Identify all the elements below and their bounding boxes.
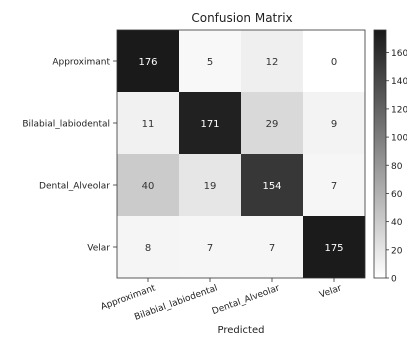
- cell-value-label: 9: [331, 119, 337, 130]
- y-tick-label: Velar: [87, 244, 110, 254]
- heatmap-cell: [303, 154, 365, 216]
- colorbar-tick-label: 20: [391, 246, 403, 256]
- colorbar-tick-label: 40: [391, 218, 403, 228]
- y-tick-label: Bilabial_labiodental: [22, 120, 110, 130]
- colorbar: 0 20 40 60 80 100 120 140 160: [373, 29, 407, 285]
- heatmap-cell: [117, 216, 179, 278]
- cell-value-label: 171: [200, 119, 219, 130]
- cell-value-label: 12: [266, 57, 279, 68]
- heatmap-cell: [241, 216, 303, 278]
- colorbar-tick-label: 60: [391, 190, 403, 200]
- heatmap-cell: [117, 30, 179, 92]
- heatmap-frame: [116, 29, 366, 279]
- cell-value-label: 8: [145, 243, 151, 254]
- colorbar-tick-label: 160: [391, 49, 407, 59]
- cell-value-label: 7: [207, 243, 213, 254]
- heatmap-cell: [241, 154, 303, 216]
- cell-value-label: 5: [207, 57, 213, 68]
- x-axis-label: Predicted: [218, 325, 265, 336]
- heatmap-cell: [179, 154, 241, 216]
- colorbar-tick-label: 140: [391, 77, 407, 87]
- cell-value-label: 7: [269, 243, 275, 254]
- x-tick-label: Velar: [318, 283, 343, 300]
- x-tick-label: Dental_Alveolar: [211, 283, 281, 317]
- cell-value-label: 19: [204, 181, 217, 192]
- heatmap-cell: [179, 30, 241, 92]
- heatmap-cell: [117, 154, 179, 216]
- heatmap-cell-labels: 176 5 12 0 11 171 29 9 40 19 154 7 8 7 7 175: [138, 57, 343, 254]
- heatmap-cell: [303, 92, 365, 154]
- colorbar-tick-label: 120: [391, 105, 407, 115]
- cell-value-label: 40: [142, 181, 155, 192]
- heatmap-cell: [117, 92, 179, 154]
- y-tick-labels: Approximant Bilabial_labiodental Dental_Al…: [22, 58, 117, 254]
- heatmap-cell: [303, 216, 365, 278]
- y-tick-label: Dental_Alveolar: [39, 182, 110, 192]
- y-tick-label: Approximant: [52, 58, 110, 68]
- heatmap-cell: [179, 92, 241, 154]
- chart-title: Confusion Matrix: [191, 11, 292, 25]
- colorbar-gradient: [373, 29, 387, 279]
- cell-value-label: 154: [262, 181, 281, 192]
- colorbar-tick-label: 100: [391, 134, 407, 144]
- heatmap-cell: [179, 216, 241, 278]
- cell-value-label: 29: [266, 119, 279, 130]
- cell-value-label: 176: [138, 57, 157, 68]
- heatmap-cell: [303, 30, 365, 92]
- cell-value-label: 7: [331, 181, 337, 192]
- cell-value-label: 11: [142, 119, 155, 130]
- colorbar-tick-label: 0: [391, 275, 397, 285]
- colorbar-tick-label: 80: [391, 162, 403, 172]
- cell-value-label: 0: [331, 57, 337, 68]
- heatmap-cell: [241, 92, 303, 154]
- x-tick-labels: ApproximantBilabial_labiodentalDental_Al…: [99, 278, 343, 323]
- cell-value-label: 175: [324, 243, 343, 254]
- heatmap-cell: [241, 30, 303, 92]
- heatmap-cells: [116, 29, 366, 279]
